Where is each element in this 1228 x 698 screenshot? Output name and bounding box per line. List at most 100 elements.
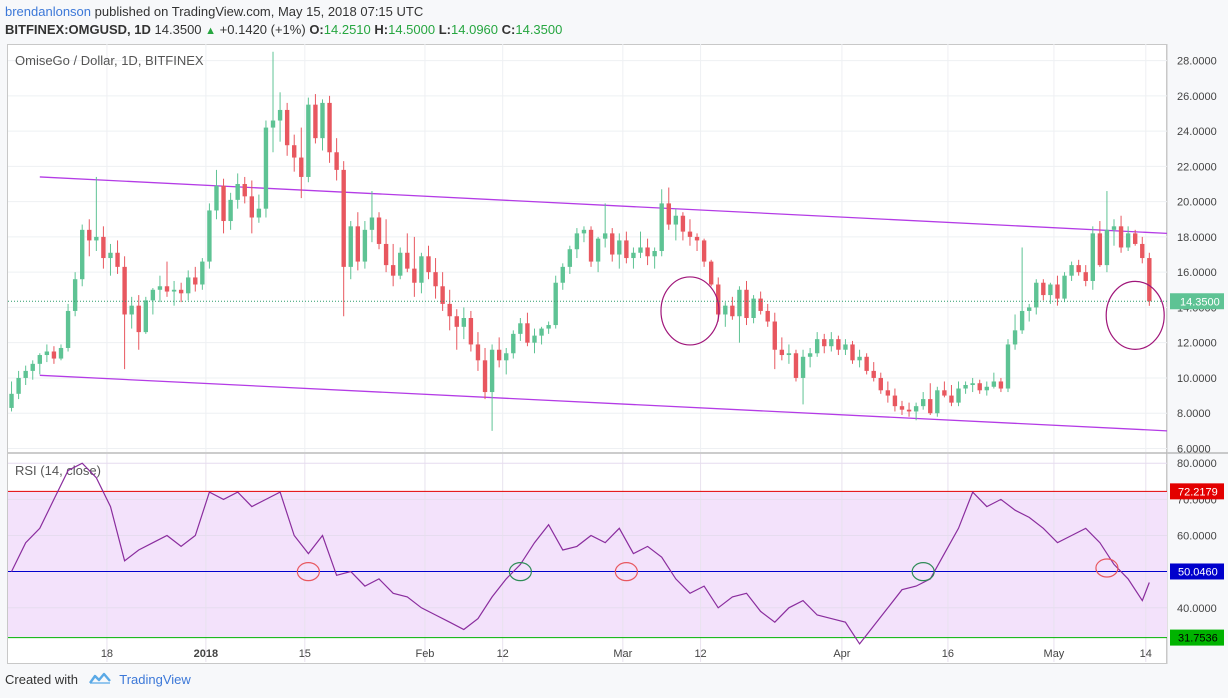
candle-down bbox=[1097, 233, 1103, 266]
candle-up bbox=[200, 261, 205, 285]
candle-down bbox=[822, 339, 827, 347]
candle-up bbox=[560, 266, 565, 283]
candle-up bbox=[1034, 282, 1039, 308]
candle-down bbox=[892, 395, 898, 407]
rsi-chart-title: RSI (14, close) bbox=[15, 463, 101, 478]
channel-line bbox=[39, 176, 1168, 235]
last-price-label: 14.3500 bbox=[1180, 296, 1220, 308]
candle-down bbox=[447, 303, 452, 317]
rsi-level-badge bbox=[1170, 483, 1224, 500]
y-tick-label: 12.0000 bbox=[1177, 338, 1217, 350]
candle-up bbox=[263, 127, 269, 209]
candle-down bbox=[405, 252, 410, 269]
candle-down bbox=[51, 351, 57, 359]
candle-down bbox=[949, 395, 954, 403]
candle-down bbox=[525, 323, 530, 343]
symbol-line: BITFINEX:OMGUSD, 1D 14.3500 ▲ +0.1420 (+… bbox=[5, 22, 562, 37]
candle-down bbox=[1140, 243, 1145, 259]
y-tick-label: 18.0000 bbox=[1177, 232, 1217, 244]
candle-down bbox=[1083, 272, 1088, 281]
candle-down bbox=[850, 344, 855, 361]
candle-up bbox=[1048, 284, 1053, 296]
y-tick-label: 22.0000 bbox=[1177, 161, 1217, 173]
tradingview-logo-icon[interactable] bbox=[88, 671, 112, 688]
candle-up bbox=[553, 282, 558, 326]
candle-up bbox=[595, 238, 601, 262]
candle-down bbox=[454, 316, 459, 327]
candle-up bbox=[504, 353, 509, 361]
candle-up bbox=[1062, 275, 1067, 299]
candle-up bbox=[970, 383, 975, 385]
candle-down bbox=[998, 381, 1004, 389]
candle-down bbox=[906, 409, 912, 412]
candle-up bbox=[1090, 233, 1095, 281]
candle-up bbox=[807, 353, 813, 357]
candle-down bbox=[1055, 284, 1060, 299]
rsi-y-tick-label: 80.0000 bbox=[1177, 458, 1217, 470]
price-change: +0.1420 (+1%) bbox=[219, 22, 306, 37]
x-tick-label: 14 bbox=[1140, 648, 1152, 660]
published-text: published on TradingView.com, May 15, 20… bbox=[94, 4, 424, 19]
candle-up bbox=[723, 305, 728, 315]
candle-down bbox=[193, 277, 198, 285]
candle-down bbox=[779, 349, 785, 356]
candle-down bbox=[942, 390, 947, 396]
y-tick-label: 10.0000 bbox=[1177, 373, 1217, 385]
main-chart-title: OmiseGo / Dollar, 1D, BITFINEX bbox=[15, 53, 204, 68]
created-with-text: Created with bbox=[5, 672, 78, 688]
candle-up bbox=[30, 363, 35, 371]
candle-up bbox=[956, 388, 961, 403]
candle-up bbox=[532, 335, 537, 343]
author-link[interactable]: brendanlonson bbox=[5, 4, 92, 19]
x-tick-label: 16 bbox=[942, 648, 954, 660]
candle-up bbox=[461, 318, 467, 327]
candle-up bbox=[214, 185, 219, 211]
candle-down bbox=[376, 217, 382, 244]
candle-up bbox=[984, 386, 989, 391]
candle-up bbox=[1005, 344, 1011, 389]
candle-down bbox=[475, 344, 481, 361]
candle-up bbox=[348, 226, 353, 267]
candle-down bbox=[645, 247, 650, 257]
candle-up bbox=[546, 325, 551, 329]
candle-up bbox=[143, 300, 148, 333]
tradingview-brand-link[interactable]: TradingView bbox=[119, 672, 191, 688]
candle-up bbox=[1019, 310, 1025, 331]
candle-up bbox=[1125, 233, 1131, 248]
y-tick-label: 26.0000 bbox=[1177, 91, 1217, 103]
candle-up bbox=[617, 240, 622, 255]
candle-up bbox=[16, 377, 21, 394]
candle-down bbox=[701, 240, 707, 262]
candle-up bbox=[652, 251, 657, 257]
candle-down bbox=[284, 109, 290, 146]
candle-up bbox=[58, 347, 64, 359]
publish-line: brendanlonson published on TradingView.c… bbox=[5, 4, 423, 19]
candle-up bbox=[80, 229, 85, 280]
candle-down bbox=[327, 102, 332, 153]
candle-down bbox=[610, 233, 615, 255]
candle-down bbox=[178, 289, 184, 294]
rsi-y-tick-label: 60.0000 bbox=[1177, 531, 1217, 543]
rsi-highlight-ellipse bbox=[614, 562, 638, 582]
candle-up bbox=[489, 349, 495, 393]
candle-down bbox=[101, 236, 106, 259]
candle-up bbox=[991, 381, 997, 387]
candle-down bbox=[885, 390, 891, 396]
candle-down bbox=[390, 265, 396, 276]
candle-up bbox=[256, 208, 262, 218]
candle-up bbox=[673, 215, 679, 225]
candle-up bbox=[814, 339, 820, 354]
candle-down bbox=[221, 185, 226, 222]
up-arrow-icon: ▲ bbox=[205, 25, 217, 37]
candle-down bbox=[899, 406, 905, 410]
y-tick-label: 16.0000 bbox=[1177, 267, 1217, 279]
highlight-ellipse bbox=[660, 276, 720, 346]
candle-down bbox=[383, 243, 389, 266]
candle-up bbox=[1027, 307, 1032, 311]
candle-up bbox=[1012, 330, 1018, 345]
candle-down bbox=[588, 229, 594, 262]
x-tick-label: 18 bbox=[101, 648, 113, 660]
x-tick-label: 12 bbox=[694, 648, 706, 660]
x-tick-label: 15 bbox=[299, 648, 311, 660]
